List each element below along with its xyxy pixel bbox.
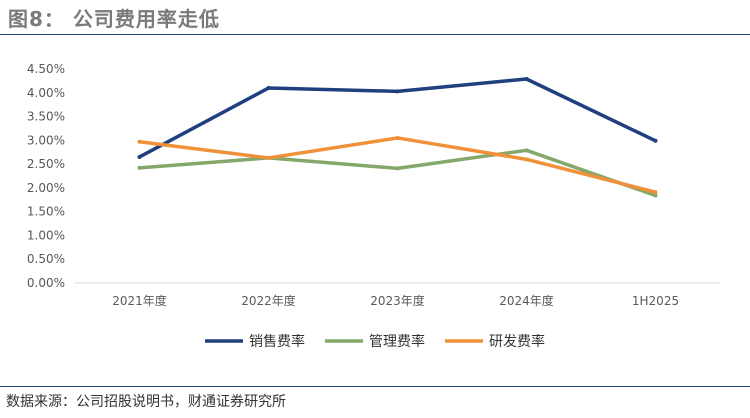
legend: 销售费率 管理费率 研发费率: [205, 333, 545, 350]
data-point: [524, 76, 529, 81]
x-tick-label: 2024年度: [499, 293, 554, 308]
y-tick-label: 0.00%: [27, 276, 65, 290]
y-tick-label: 3.00%: [27, 133, 65, 147]
data-point: [524, 148, 529, 153]
y-tick-label: 2.00%: [27, 181, 65, 195]
data-point: [137, 165, 142, 170]
x-tick-label: 2021年度: [112, 293, 167, 308]
data-point: [653, 138, 658, 143]
data-point: [653, 190, 658, 195]
legend-label: 管理费率: [369, 333, 425, 350]
y-axis-ticks: 0.00% 0.50% 1.00% 1.50% 2.00% 2.50% 3.00% 3.50%…: [27, 62, 65, 290]
data-point: [395, 89, 400, 94]
data-point: [266, 155, 271, 160]
data-point: [395, 166, 400, 171]
legend-label: 销售费率: [249, 333, 305, 350]
data-point: [266, 86, 271, 91]
data-point: [653, 193, 658, 198]
y-tick-label: 2.50%: [27, 157, 65, 171]
y-tick-label: 1.50%: [27, 205, 65, 219]
legend-label: 研发费率: [489, 333, 545, 350]
data-point: [137, 154, 142, 159]
x-tick-label: 2022年度: [241, 293, 296, 308]
y-tick-label: 0.50%: [27, 252, 65, 266]
x-axis-ticks: 2021年度 2022年度 2023年度 2024年度 1H2025: [112, 293, 679, 308]
y-tick-label: 4.50%: [27, 62, 65, 76]
source-divider: [0, 386, 750, 387]
data-point: [524, 157, 529, 162]
line-chart: 0.00% 0.50% 1.00% 1.50% 2.00% 2.50% 3.00% 3.50%…: [27, 62, 720, 350]
figure-title: 图8： 公司费用率走低: [8, 7, 220, 31]
source-note: 数据来源：公司招股说明书，财通证券研究所: [6, 394, 286, 410]
x-tick-label: 1H2025: [632, 294, 679, 308]
title-divider: [0, 34, 750, 35]
series-line-3: [137, 136, 658, 194]
data-point: [137, 139, 142, 144]
data-point: [395, 135, 400, 140]
y-tick-label: 4.00%: [27, 86, 65, 100]
y-tick-label: 3.50%: [27, 110, 65, 124]
y-tick-label: 1.00%: [27, 228, 65, 242]
x-tick-label: 2023年度: [370, 293, 425, 308]
series-lines: [137, 76, 658, 198]
